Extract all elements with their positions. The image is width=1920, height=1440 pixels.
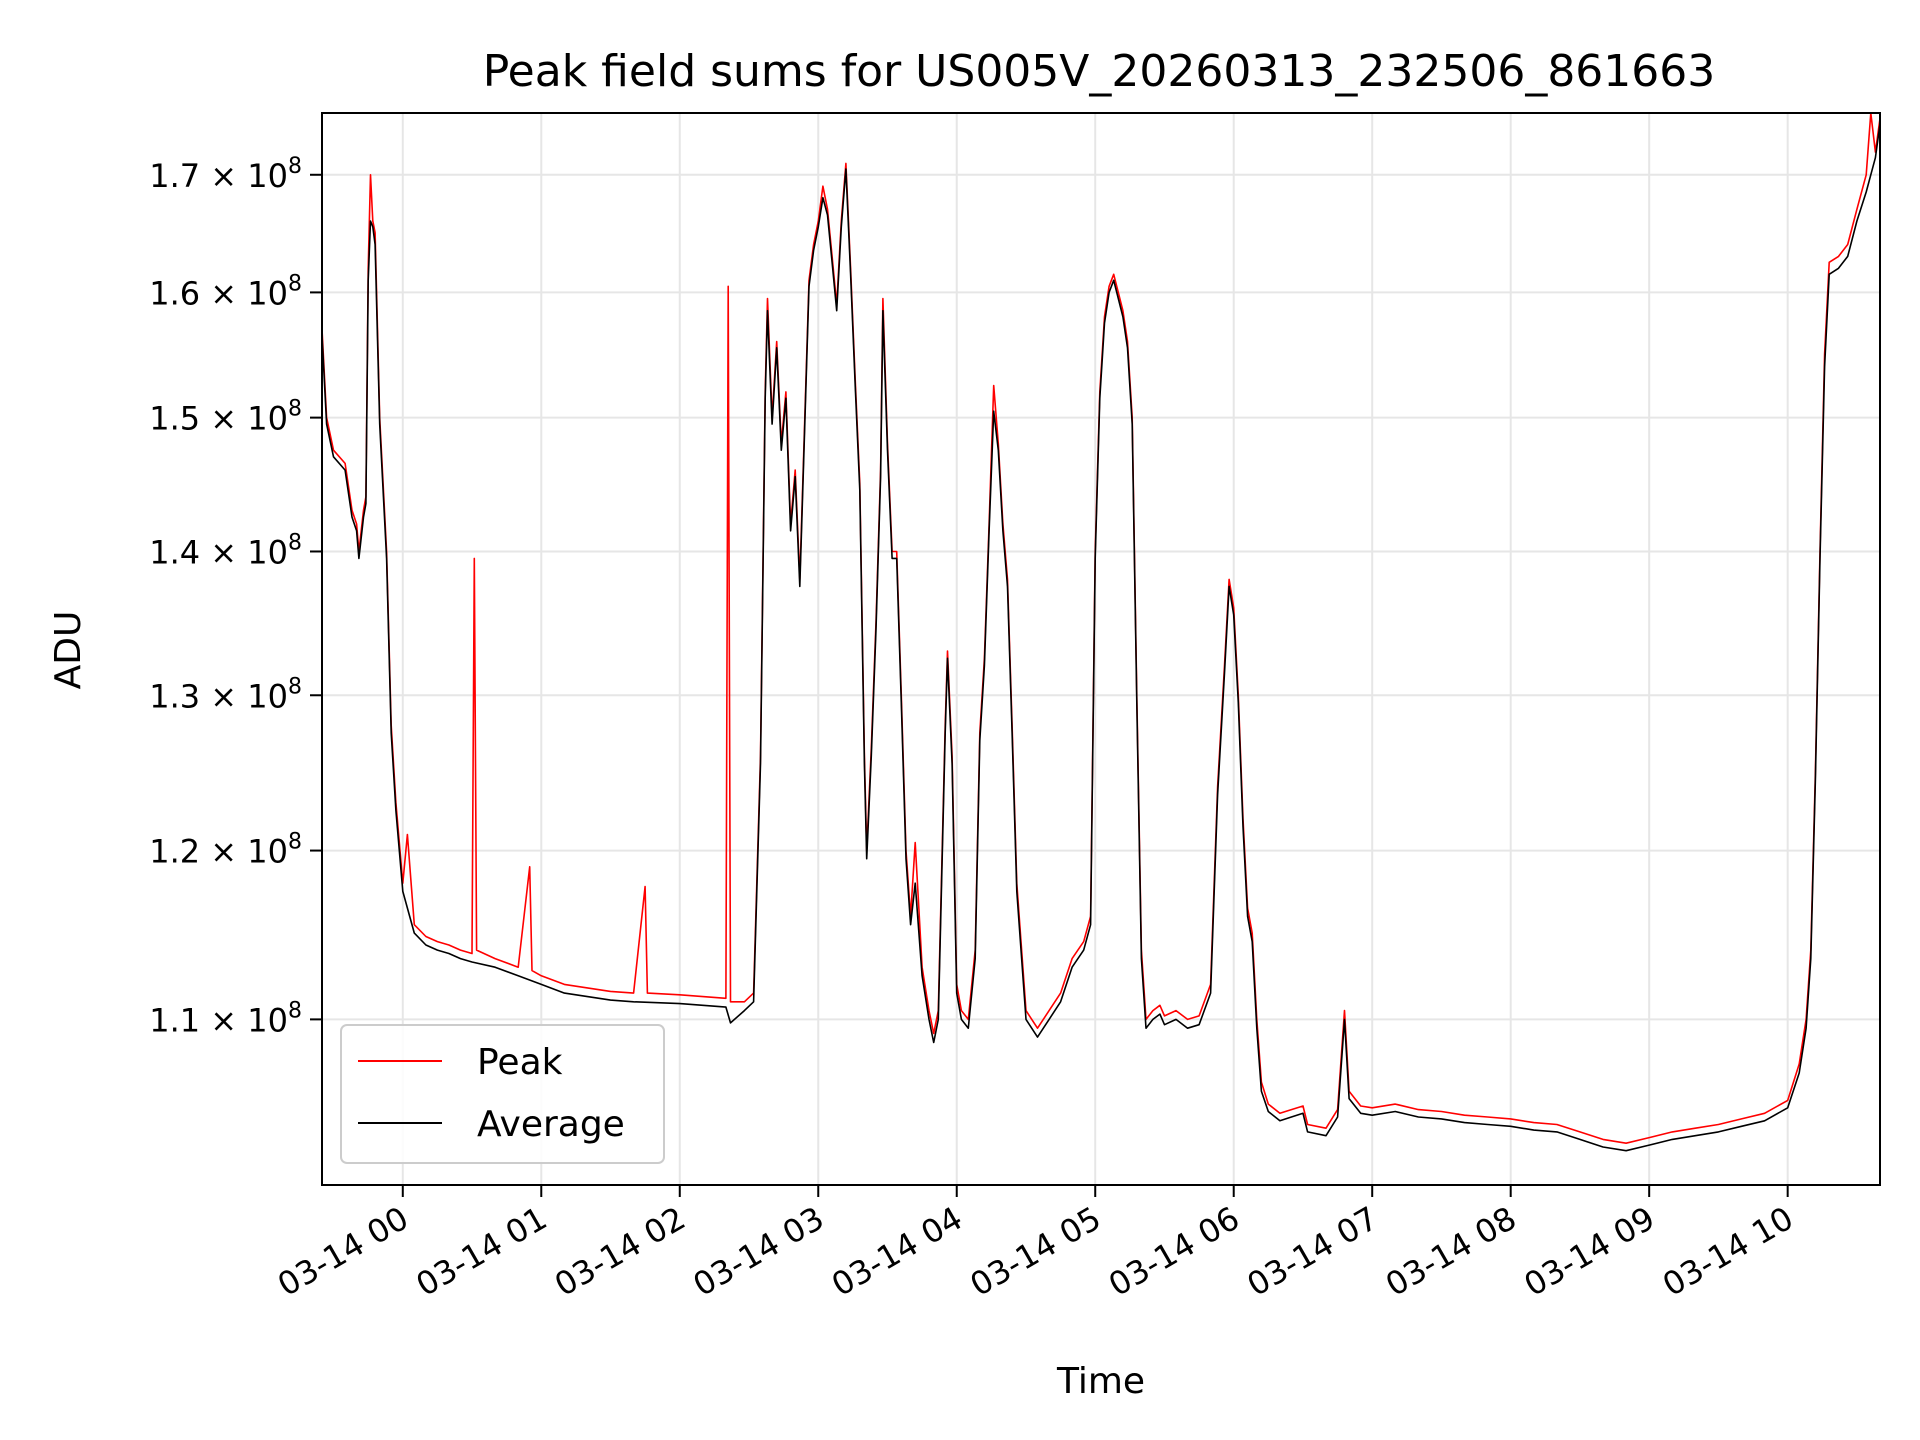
x-axis-label: Time: [1056, 1361, 1145, 1402]
grid-lines: [322, 113, 1880, 1185]
series-line-average: [322, 123, 1880, 1152]
legend-box: [340, 1024, 665, 1164]
y-tick-label: 1.2 × 108: [149, 830, 302, 871]
legend-label-peak: Peak: [477, 1042, 563, 1083]
plot-frame: [321, 112, 1881, 1186]
legend-label-average: Average: [477, 1104, 625, 1145]
legend: Peak Average: [340, 1024, 665, 1164]
y-tick-label: 1.7 × 108: [149, 154, 302, 195]
y-axis: 1.1 × 108 1.2 × 108 1.3 × 108 1.4 × 108 1.5 …: [149, 154, 322, 1039]
chart-title: Peak field sums for US005V_20260313_2325…: [483, 46, 1716, 97]
y-axis-label: ADU: [48, 611, 89, 690]
y-tick-label: 1.6 × 108: [149, 271, 302, 312]
y-tick-label: 1.3 × 108: [149, 674, 302, 715]
y-tick-label: 1.5 × 108: [149, 397, 302, 438]
series-lines: [322, 113, 1880, 1152]
series-line-peak: [322, 113, 1880, 1144]
y-tick-label: 1.4 × 108: [149, 530, 302, 571]
y-tick-label: 1.1 × 108: [149, 998, 302, 1039]
